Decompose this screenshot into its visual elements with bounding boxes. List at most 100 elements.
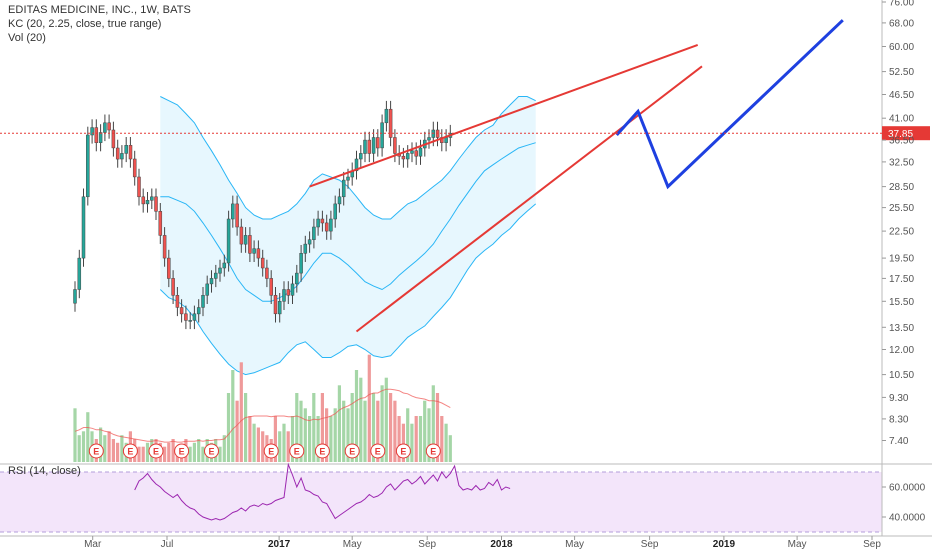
volume-bar	[308, 416, 312, 462]
volume-bar	[103, 435, 107, 462]
earnings-marker-label: E	[93, 447, 99, 457]
candle-body	[277, 301, 282, 315]
candle	[132, 150, 137, 186]
candle	[363, 131, 367, 163]
volume-bar	[192, 442, 196, 462]
candle-body	[316, 218, 320, 228]
price-tick-label: 17.50	[889, 274, 914, 285]
earnings-marker-label: E	[430, 447, 436, 457]
earnings-marker[interactable]	[122, 443, 138, 459]
volume-bar	[167, 442, 171, 462]
volume-bar	[346, 408, 350, 462]
candle-body	[269, 278, 273, 296]
candle	[214, 264, 218, 288]
candle	[295, 264, 299, 293]
candle-body	[444, 137, 448, 143]
volume-bar	[231, 370, 235, 462]
volume-bar	[384, 377, 388, 462]
candle	[252, 240, 256, 262]
candle	[162, 227, 167, 267]
price-tick-label: 19.50	[889, 254, 914, 265]
trendline-lower[interactable]	[355, 65, 703, 333]
symbol-title[interactable]: EDITAS MEDICINE, INC., 1W, BATS	[8, 4, 191, 16]
candle-body	[435, 129, 440, 138]
earnings-marker[interactable]	[395, 443, 411, 459]
candle-body	[363, 139, 367, 154]
earnings-marker[interactable]	[204, 443, 219, 459]
candle	[320, 210, 325, 232]
volume-bar	[367, 354, 371, 462]
candle-body	[384, 108, 389, 124]
candle	[282, 281, 286, 310]
price-tick-label: 60.00	[889, 42, 914, 53]
volume-legend[interactable]: Vol (20)	[8, 32, 46, 44]
keltner-legend[interactable]: KC (20, 2.25, close, true range)	[8, 18, 162, 30]
volume-bar	[188, 446, 192, 462]
candle-body	[179, 307, 184, 315]
earnings-marker[interactable]	[263, 443, 279, 459]
candle	[141, 188, 146, 213]
candle-body	[196, 307, 201, 315]
candle	[380, 114, 384, 157]
volume-bar	[359, 377, 363, 462]
candle-body	[162, 235, 167, 259]
candle-body	[252, 248, 256, 254]
volume-bar	[312, 393, 316, 462]
projection-path[interactable]	[615, 19, 844, 190]
candle-body	[273, 295, 278, 315]
volume-bar	[120, 435, 124, 462]
candle-body	[303, 243, 308, 254]
candle-body	[410, 150, 414, 154]
candle-body	[124, 145, 128, 154]
earnings-marker[interactable]	[174, 443, 190, 459]
price-tick-label: 7.40	[889, 436, 909, 447]
trendline-upper[interactable]	[309, 43, 699, 188]
earnings-marker[interactable]	[314, 443, 330, 459]
earnings-marker[interactable]	[148, 443, 164, 459]
candle-body	[167, 257, 171, 279]
price-tick-label: 41.00	[889, 114, 914, 125]
volume-bar	[226, 393, 231, 462]
earnings-marker[interactable]	[425, 443, 441, 459]
rsi-legend[interactable]: RSI (14, close)	[8, 465, 81, 477]
candle	[86, 126, 90, 206]
candle	[265, 259, 269, 288]
keltner-lower-line	[159, 203, 537, 376]
candle	[209, 270, 214, 293]
time-tick-label: 2017	[268, 539, 291, 550]
earnings-marker[interactable]	[289, 443, 305, 459]
candle-body	[86, 134, 90, 198]
candle-body	[376, 137, 380, 149]
earnings-marker[interactable]	[344, 443, 360, 459]
candle	[188, 312, 192, 330]
time-tick-label: May	[343, 539, 362, 550]
volume-bar	[222, 435, 226, 462]
rsi-tick-label: 60.0000	[889, 483, 926, 494]
volume-bar	[440, 416, 444, 462]
candle-body	[239, 226, 244, 245]
candle	[388, 100, 393, 147]
candle-body	[98, 132, 103, 143]
earnings-marker[interactable]	[88, 443, 104, 459]
earnings-marker-label: E	[268, 447, 274, 457]
candle-body	[295, 272, 299, 285]
candle-body	[188, 320, 192, 322]
volume-ma-line	[74, 388, 451, 443]
candle	[81, 188, 86, 267]
candle	[329, 210, 333, 240]
candle-body	[265, 267, 269, 279]
candle-body	[145, 200, 150, 205]
candle	[205, 275, 209, 304]
candle-body	[154, 196, 158, 212]
earnings-marker-label: E	[349, 447, 355, 457]
candle-body	[286, 289, 291, 296]
volume-bar	[201, 446, 205, 462]
volume-bar	[431, 385, 435, 462]
volume-bar	[197, 439, 201, 462]
volume-bar	[333, 408, 337, 462]
earnings-marker[interactable]	[370, 443, 386, 459]
candle	[414, 142, 418, 165]
